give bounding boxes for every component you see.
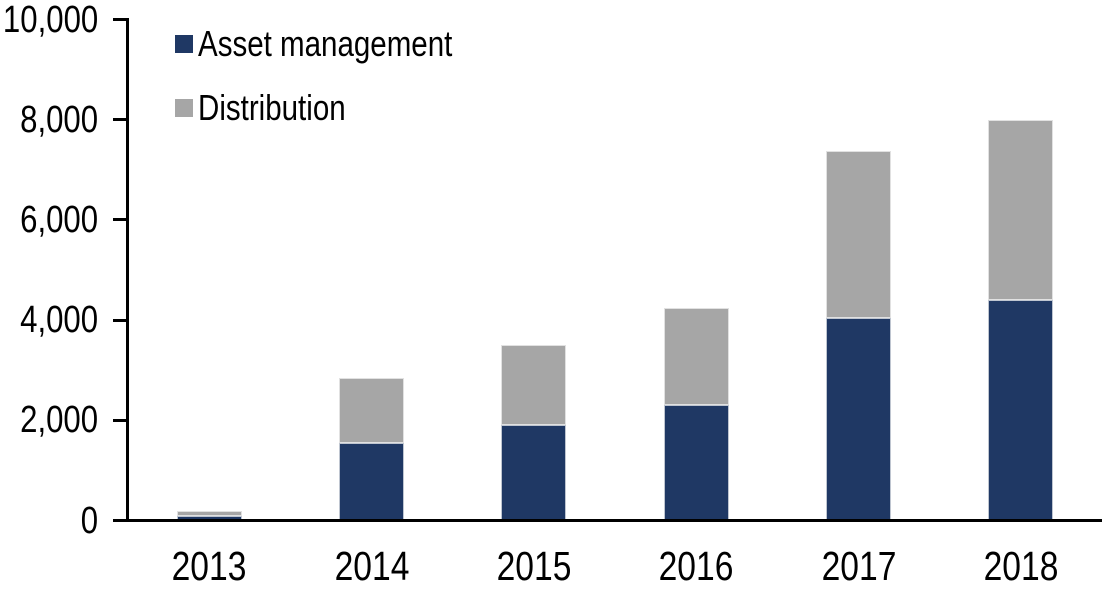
legend-label-distribution: Distribution (198, 87, 346, 128)
y-axis-line (126, 18, 129, 522)
bar-segment-2017-distribution (826, 150, 891, 318)
y-tick-label: 6,000 (20, 198, 98, 241)
x-axis-line (113, 519, 1102, 522)
bar-segment-2014-distribution (339, 377, 404, 443)
legend-label-asset-management: Asset management (198, 23, 453, 64)
bar-segment-2018-asset-management (988, 300, 1054, 521)
bar-segment-2018-distribution (988, 119, 1054, 301)
x-tick-label-2018: 2018 (983, 543, 1059, 589)
bar-segment-2017-asset-management (826, 317, 891, 521)
y-tick-label: 10,000 (2, 0, 98, 41)
bar-segment-2016-distribution (663, 307, 729, 405)
x-tick-label-2013: 2013 (171, 543, 247, 589)
x-tick-label-2016: 2016 (658, 543, 734, 589)
bar-segment-2016-asset-management (663, 404, 729, 521)
bar-segment-2014-asset-management (339, 442, 404, 521)
y-tick-label: 0 (80, 499, 98, 542)
y-tick-mark (113, 18, 128, 21)
bar-segment-2015-asset-management (501, 425, 567, 521)
bar-segment-2015-distribution (501, 345, 567, 426)
legend-swatch-distribution-icon (175, 99, 193, 117)
y-tick-mark (113, 318, 128, 322)
x-tick-label-2014: 2014 (334, 543, 409, 589)
x-tick-label-2017: 2017 (821, 543, 896, 589)
legend-item-distribution: Distribution (175, 87, 378, 128)
y-tick-mark (113, 418, 128, 422)
y-tick-mark (113, 218, 128, 222)
y-tick-label: 2,000 (20, 399, 98, 442)
x-tick-label-2015: 2015 (496, 543, 572, 589)
y-tick-label: 4,000 (20, 299, 98, 342)
y-tick-mark (113, 118, 128, 122)
legend-swatch-asset-management-icon (175, 35, 193, 53)
legend-item-asset-management: Asset management (175, 23, 508, 64)
y-tick-label: 8,000 (20, 98, 98, 141)
bar-segment-2013-distribution (176, 510, 242, 516)
